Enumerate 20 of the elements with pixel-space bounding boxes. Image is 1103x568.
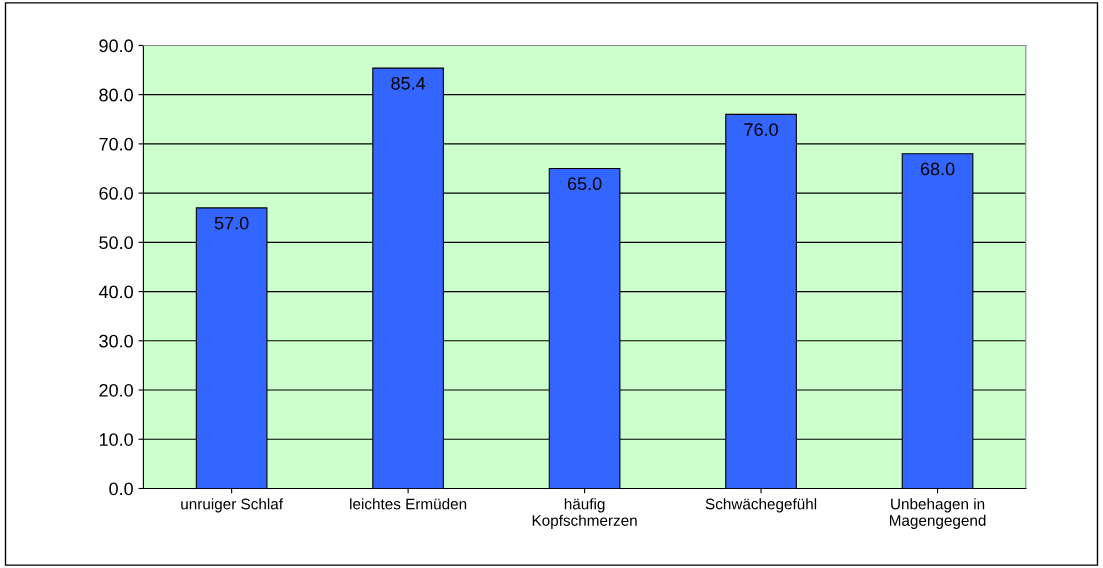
y-tick-label: 10.0 bbox=[99, 433, 133, 446]
data-label: 57.0 bbox=[214, 216, 249, 230]
y-tick-label: 40.0 bbox=[98, 285, 133, 299]
y-tick-label: 0.0 bbox=[109, 482, 133, 496]
data-label: 76.0 bbox=[744, 123, 778, 136]
y-tick-label: 50.0 bbox=[99, 236, 133, 250]
y-tick-label: 80.0 bbox=[99, 88, 133, 102]
x-tick-label: Unbehagen in Magengegend bbox=[889, 498, 986, 529]
x-tick-label: leichtes Ermüden bbox=[350, 498, 467, 510]
y-tick-label: 90.0 bbox=[99, 39, 133, 53]
x-tick-label: häufig Kopfschmerzen bbox=[532, 498, 637, 529]
x-tick-label: unruiger Schlaf bbox=[181, 498, 284, 513]
y-tick-label: 60.0 bbox=[99, 187, 133, 200]
data-label: 68.0 bbox=[920, 162, 955, 176]
x-tick-label: Schwächegefühl bbox=[705, 498, 817, 513]
y-tick-label: 30.0 bbox=[99, 334, 133, 348]
y-tick-label: 70.0 bbox=[99, 137, 133, 151]
data-label: 65.0 bbox=[567, 177, 602, 191]
y-tick-label: 20.0 bbox=[99, 383, 133, 397]
data-label: 85.4 bbox=[391, 76, 426, 90]
